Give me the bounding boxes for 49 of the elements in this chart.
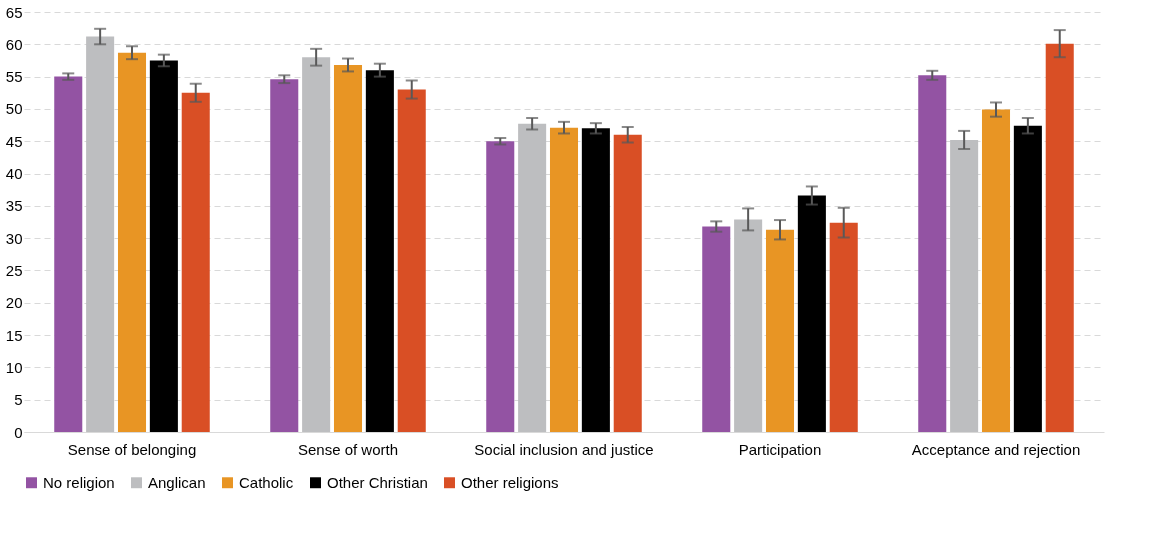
x-tick-label: Acceptance and rejection (911, 440, 1081, 458)
bar (149, 60, 178, 432)
y-tick-label: 50 (5, 100, 23, 118)
bar (918, 75, 947, 432)
x-tick-label: Social inclusion and justice (474, 440, 654, 458)
y-tick-label: 40 (5, 165, 23, 183)
legend-label: Anglican (148, 473, 206, 491)
bar (581, 128, 610, 432)
bar (365, 70, 394, 432)
y-tick-label: 20 (5, 294, 23, 312)
y-tick-label: 35 (5, 197, 23, 215)
bar (518, 123, 547, 432)
bar (54, 76, 83, 432)
bar (86, 36, 115, 432)
bar (181, 92, 210, 432)
y-tick-label: 60 (5, 35, 23, 53)
bar (702, 226, 731, 432)
bar (1013, 125, 1042, 432)
legend-label: No religion (43, 473, 115, 491)
y-tick-label: 30 (5, 229, 23, 247)
bar (270, 79, 299, 432)
y-tick-label: 65 (5, 3, 23, 21)
x-tick-label: Participation (738, 440, 822, 458)
bar (333, 64, 363, 432)
legend-label: Other religions (461, 473, 559, 491)
y-tick-label: 45 (5, 132, 23, 150)
y-tick-label: 0 (14, 423, 23, 441)
bar (302, 57, 331, 432)
y-tick-label: 10 (5, 358, 23, 376)
bar (613, 134, 642, 432)
bar (486, 141, 515, 432)
bar (829, 222, 858, 432)
bar (734, 219, 763, 432)
bar (765, 229, 795, 432)
legend-label: Other Christian (327, 473, 428, 491)
x-tick-label: Sense of worth (297, 440, 399, 458)
y-tick-label: 5 (14, 391, 23, 409)
y-tick-label: 15 (5, 326, 23, 344)
y-tick-label: 55 (5, 68, 23, 86)
bar (117, 52, 147, 432)
bar (397, 89, 426, 432)
bar (950, 139, 979, 432)
bar (1045, 43, 1074, 432)
legend-label: Catholic (239, 473, 294, 491)
x-tick-label: Sense of belonging (67, 440, 197, 458)
bar (797, 195, 826, 432)
y-tick-label: 25 (5, 261, 23, 279)
bar (981, 109, 1011, 432)
bar (549, 127, 579, 432)
